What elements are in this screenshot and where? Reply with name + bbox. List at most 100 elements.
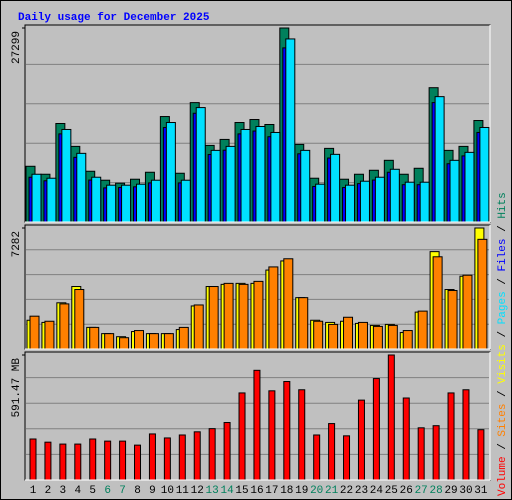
bar (477, 238, 488, 350)
legend-separator: / (497, 437, 509, 457)
bar (283, 258, 294, 350)
bar (89, 326, 100, 350)
x-tick-label: 17 (265, 485, 278, 497)
bar (330, 153, 341, 223)
bar (447, 392, 455, 481)
x-tick-label: 21 (325, 485, 339, 497)
bar (372, 378, 380, 481)
legend-entry: Hits (497, 192, 509, 218)
x-tick-label: 25 (385, 485, 398, 497)
legend: Volume / Sites / Visits / Pages / Files … (497, 192, 509, 496)
bar (357, 399, 365, 481)
x-tick-label: 23 (355, 485, 368, 497)
y-tick-label: 7282 (11, 231, 23, 257)
bar (119, 440, 127, 481)
bar (29, 315, 40, 350)
x-tick-label: 8 (134, 485, 141, 497)
x-tick-label: 19 (295, 485, 308, 497)
bar (359, 180, 370, 223)
bar (106, 184, 117, 223)
bar (208, 286, 219, 350)
bar (253, 369, 261, 481)
bar (61, 128, 72, 223)
bar (357, 321, 368, 350)
bar (195, 107, 206, 223)
bar (178, 434, 186, 481)
bar (268, 390, 276, 481)
legend-entry: Visits (497, 344, 509, 384)
legend-separator: / (497, 324, 509, 344)
legend-entry: Files (497, 238, 509, 271)
bar (208, 428, 216, 481)
bar (417, 310, 428, 350)
bar (345, 184, 356, 223)
bar (91, 176, 102, 223)
bar (163, 333, 174, 350)
bar (165, 122, 176, 223)
bar (315, 183, 326, 223)
legend-entry: Pages (497, 291, 509, 324)
bar (210, 149, 221, 223)
bar (238, 392, 246, 481)
legend-separator: / (497, 384, 509, 404)
legend-separator: / (497, 219, 509, 239)
bar (343, 435, 351, 481)
x-tick-label: 16 (250, 485, 263, 497)
bar (223, 282, 234, 350)
bar (434, 96, 445, 223)
bar (387, 324, 398, 350)
legend-entry: Volume (497, 456, 509, 496)
x-tick-label: 9 (149, 485, 156, 497)
bar (417, 427, 425, 481)
bar (121, 184, 132, 223)
bar (432, 425, 440, 481)
bar (163, 437, 171, 481)
bar (479, 126, 490, 223)
bar (89, 438, 97, 481)
x-tick-label: 7 (119, 485, 126, 497)
bar (134, 330, 145, 350)
bar (268, 266, 279, 350)
x-tick-label: 2 (45, 485, 52, 497)
bar (136, 183, 147, 223)
bar (225, 145, 236, 223)
bar (285, 38, 296, 223)
x-tick-label: 13 (206, 485, 219, 497)
bar (253, 280, 264, 350)
bar (447, 290, 458, 350)
y-tick-label: 27299 (11, 31, 23, 64)
x-tick-label: 31 (474, 485, 488, 497)
bar (387, 354, 395, 481)
chart-title: Daily usage for December 2025 (18, 12, 210, 24)
x-tick-label: 6 (104, 485, 111, 497)
bar (29, 438, 37, 481)
bar (178, 326, 189, 350)
x-tick-label: 18 (280, 485, 293, 497)
x-tick-label: 26 (400, 485, 413, 497)
x-tick-label: 30 (459, 485, 472, 497)
x-tick-label: 11 (176, 485, 190, 497)
bar (298, 297, 309, 350)
bar (300, 149, 311, 223)
bar (240, 128, 251, 223)
bar (477, 429, 485, 481)
bar (74, 443, 82, 481)
bar (238, 283, 249, 350)
bar (255, 125, 266, 223)
bar (313, 320, 324, 350)
bar (31, 173, 42, 223)
bar (193, 431, 201, 481)
bar (402, 397, 410, 481)
bar (464, 151, 475, 223)
x-tick-label: 29 (444, 485, 457, 497)
bar (193, 304, 204, 350)
bar (59, 303, 70, 350)
x-tick-label: 10 (161, 485, 174, 497)
x-tick-label: 12 (191, 485, 204, 497)
bar (283, 381, 291, 481)
bar (46, 177, 57, 223)
bar (298, 389, 306, 481)
bar (402, 330, 413, 350)
bar (432, 256, 443, 350)
